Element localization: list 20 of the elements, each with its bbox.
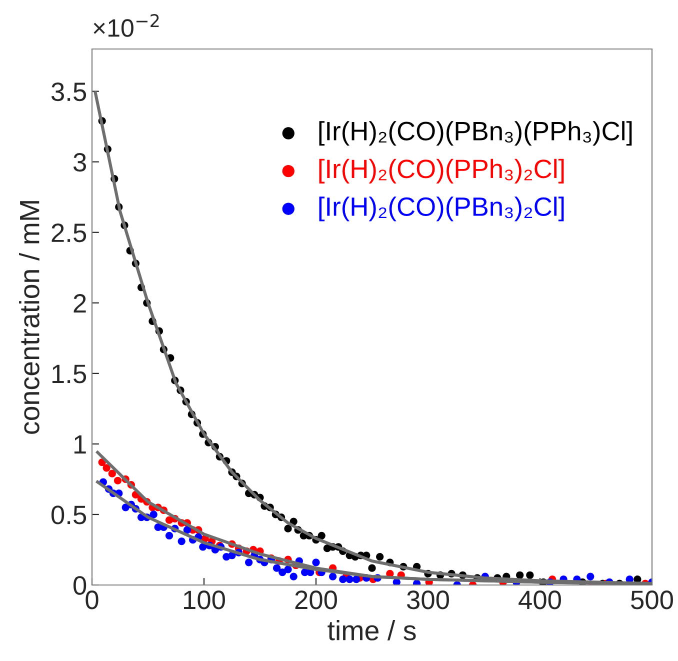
y-tick-label: 1.5 [52,364,86,384]
x-tick-label: 300 [406,590,449,610]
x-axis-title: time / s [328,620,416,640]
x-tick-label: 0 [86,590,98,610]
x-tick-label: 500 [631,590,673,610]
y-tick-label: 2 [74,294,86,312]
y-tick-label: 0 [73,576,86,595]
legend-label: [Ir(H)₂(CO)(PBn₃)₂Cl] [319,196,564,222]
legend-label: [Ir(H)₂(CO)(PPh₃)₂Cl] [319,158,564,184]
text: ×10$^{−2}$ [94,14,159,37]
y-tick-label: 2.5 [52,224,86,242]
x-tick-label: 100 [184,590,225,610]
x-tick-label: 200 [295,590,337,610]
y-tick-label: 3.5 [51,82,86,102]
y-tick-label: 3 [73,152,86,172]
x-tick-label: 400 [518,590,561,610]
y-tick-label: 1 [74,435,86,454]
y-tick-label: 0.5 [51,506,86,524]
y-axis-title: concentration / mM [19,201,40,434]
legend-label: [Ir(H)₂(CO)(PBn₃)(PPh₃)Cl] [319,121,632,146]
